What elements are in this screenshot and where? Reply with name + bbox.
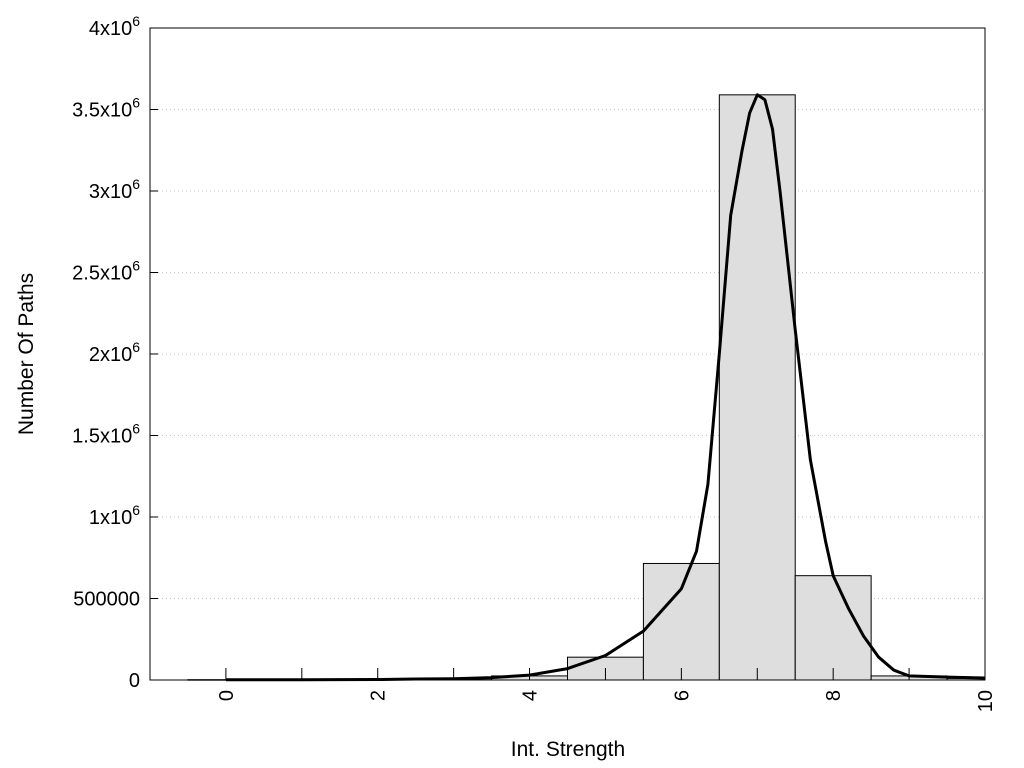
bar-7 [718, 94, 796, 681]
x-tick-labels: 0 2 4 6 8 10 [216, 690, 997, 712]
y-tick-labels: 0 500000 1x106 1.5x106 2x106 2.5x106 3x106 3.5x… [72, 13, 140, 692]
x-tick-label-8: 8 [823, 690, 845, 701]
y-tick-label-5: 2.5x106 [72, 258, 140, 285]
x-tick-label-10: 10 [975, 690, 997, 712]
y-tick-label-0: 0 [129, 670, 140, 692]
x-tick-label-6: 6 [671, 690, 693, 701]
y-tick-label-4: 2x106 [89, 339, 140, 366]
y-axis-title: Number Of Paths [15, 273, 38, 435]
series-line-0 [225, 93, 986, 682]
x-axis-title: Int. Strength [511, 738, 625, 761]
grid [150, 109, 985, 599]
x-tick-label-0: 0 [216, 690, 238, 701]
y-tick-label-2: 1x106 [89, 502, 140, 529]
y-tick-label-6: 3x106 [89, 176, 140, 203]
y-tick-label-1: 500000 [73, 589, 140, 611]
axis-ticks [150, 27, 986, 681]
y-tick-label-8: 4x106 [89, 13, 140, 40]
x-tick-label-4: 4 [520, 690, 542, 701]
bar-6 [642, 562, 720, 681]
x-tick-label-2: 2 [368, 690, 390, 701]
fit-curve [225, 93, 986, 682]
histogram-bars [187, 94, 986, 681]
y-tick-label-3: 1.5x106 [72, 421, 140, 448]
y-tick-label-7: 3.5x106 [72, 95, 140, 122]
